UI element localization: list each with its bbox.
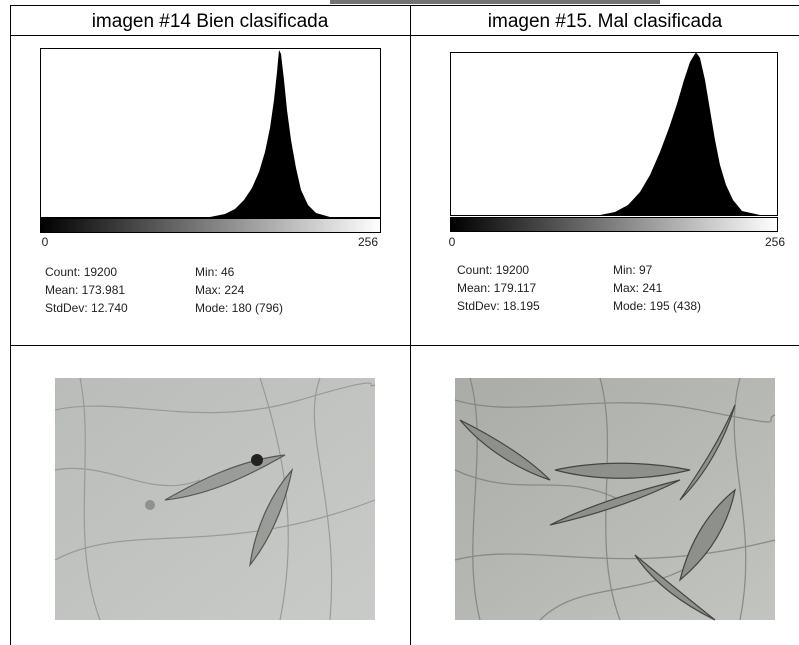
axis-max: 256 [765, 235, 785, 249]
column-header: imagen #14 Bien clasificada [92, 11, 329, 32]
histogram [600, 52, 760, 215]
stat-line: Min: 97 [613, 263, 653, 277]
cut-title [330, 0, 660, 4]
stat-line: Mode: 180 (796) [195, 301, 283, 315]
table-grid [10, 5, 799, 645]
histogram-frame [40, 48, 381, 218]
stats: Count: 19200 Mean: 173.981 StdDev: 12.740 M… [45, 265, 283, 315]
stat-line: Count: 19200 [45, 265, 117, 279]
stat-line: Min: 46 [195, 265, 235, 279]
gray-scale-bar [40, 218, 381, 233]
stat-line: Mean: 179.117 [457, 281, 536, 295]
microscope-image [54, 377, 376, 621]
gray-scale-bar [450, 217, 778, 232]
axis-min: 0 [449, 235, 456, 249]
stat-line: Max: 224 [195, 283, 245, 297]
stat-line: Mode: 195 (438) [613, 299, 701, 313]
stat-line: Count: 19200 [457, 263, 529, 277]
microscope-image [454, 377, 776, 621]
histogram [210, 50, 330, 217]
axis-min: 0 [42, 235, 49, 249]
stat-line: StdDev: 18.195 [457, 299, 540, 313]
stat-line: Max: 241 [613, 281, 663, 295]
column-header: imagen #15. Mal clasificada [488, 11, 723, 32]
axis-max: 256 [358, 235, 378, 249]
stats: Count: 19200 Mean: 179.117 StdDev: 18.195 M… [457, 263, 701, 313]
stat-line: Mean: 173.981 [45, 283, 125, 297]
stat-line: StdDev: 12.740 [45, 301, 128, 315]
